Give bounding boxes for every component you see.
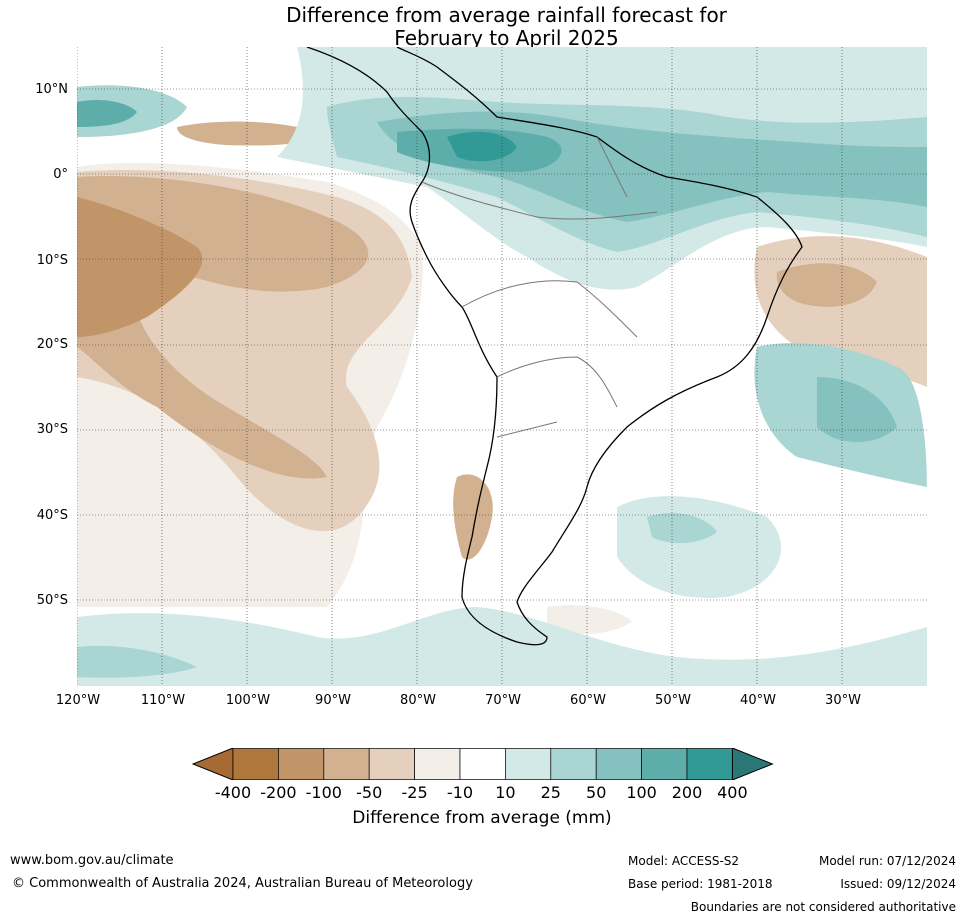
lat-label-50s: 50°S <box>36 593 68 608</box>
colorbar-segment <box>278 748 325 780</box>
colorbar-title: Difference from average (mm) <box>352 808 612 828</box>
colorbar-tick-label: -10 <box>446 783 474 802</box>
lon-label-120w: 120°W <box>55 693 101 708</box>
lon-label-90w: 90°W <box>315 693 351 708</box>
colorbar-segment <box>641 748 688 780</box>
lon-label-80w: 80°W <box>400 693 436 708</box>
lon-label-60w: 60°W <box>570 693 606 708</box>
colorbar-segment <box>595 748 642 780</box>
colorbar-segment <box>323 748 370 780</box>
colorbar-tick-label: 100 <box>626 783 657 802</box>
colorbar-tick-label: 400 <box>717 783 748 802</box>
coastlines <box>306 47 803 646</box>
rainfall-map <box>77 47 927 686</box>
wet-anomaly-shading <box>77 47 927 686</box>
graticule <box>77 47 927 686</box>
colorbar-tick-label: 50 <box>586 783 607 802</box>
colorbar-segment <box>505 748 552 780</box>
lon-label-100w: 100°W <box>225 693 271 708</box>
colorbar-segment <box>414 748 461 780</box>
dry-anomaly-shading <box>77 121 927 634</box>
colorbar-tick-label: -400 <box>214 783 252 802</box>
lat-label-10s: 10°S <box>36 253 68 268</box>
footer-copyright: © Commonwealth of Australia 2024, Austra… <box>12 876 473 891</box>
colorbar <box>192 748 774 780</box>
footer-website: www.bom.gov.au/climate <box>10 853 174 868</box>
footer-base-period: Base period: 1981-2018 <box>628 877 773 891</box>
colorbar-segment <box>686 748 733 780</box>
colorbar-extend-high <box>731 748 774 780</box>
colorbar-segment <box>550 748 597 780</box>
colorbar-segment <box>368 748 415 780</box>
lat-label-30s: 30°S <box>36 422 68 437</box>
lat-label-equator: 0° <box>53 167 68 182</box>
colorbar-extend-low <box>192 748 234 780</box>
country-borders <box>421 136 658 438</box>
colorbar-tick-label: -25 <box>401 783 428 802</box>
lon-label-30w: 30°W <box>825 693 861 708</box>
lon-label-50w: 50°W <box>655 693 691 708</box>
colorbar-tick-label: 25 <box>540 783 561 802</box>
colorbar-tick-label: 200 <box>671 783 703 802</box>
lat-label-40s: 40°S <box>36 508 68 523</box>
map-title: Difference from average rainfall forecas… <box>0 4 965 50</box>
lat-label-10n: 10°N <box>35 82 68 97</box>
colorbar-segment <box>232 748 279 780</box>
colorbar-tick-label: -100 <box>305 783 342 802</box>
lon-label-40w: 40°W <box>740 693 776 708</box>
title-line-1: Difference from average rainfall forecas… <box>286 3 727 27</box>
colorbar-tick-label: -50 <box>356 783 383 802</box>
map-canvas <box>77 47 927 686</box>
lon-label-70w: 70°W <box>485 693 521 708</box>
colorbar-tick-label: -200 <box>260 783 297 802</box>
footer-model-run: Model run: 07/12/2024 <box>818 854 956 868</box>
lat-label-20s: 20°S <box>36 337 68 352</box>
colorbar-segment <box>459 748 506 780</box>
footer-disclaimer: Boundaries are not considered authoritat… <box>690 900 956 914</box>
lon-label-110w: 110°W <box>140 693 186 708</box>
colorbar-tick-label: 10 <box>495 783 516 802</box>
footer-issued: Issued: 09/12/2024 <box>840 877 956 891</box>
title-line-2: February to April 2025 <box>394 26 619 50</box>
footer-model: Model: ACCESS-S2 <box>628 854 740 868</box>
